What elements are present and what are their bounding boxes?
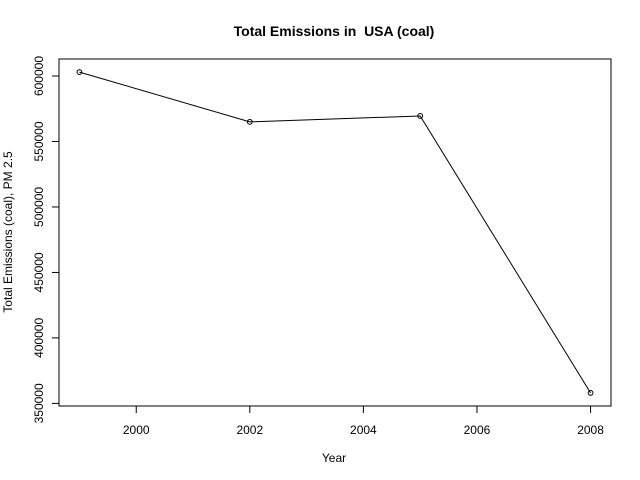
y-tick-label: 350000 [32,383,46,423]
x-tick-label: 2008 [577,423,604,437]
x-tick-label: 2004 [350,423,377,437]
data-point [587,390,594,396]
chart-title: Total Emissions in USA (coal) [234,23,435,39]
x-tick-label: 2006 [464,423,491,437]
data-points [76,69,594,396]
data-point [417,113,424,119]
data-point [246,118,253,125]
y-tick-label: 500000 [32,187,46,227]
y-tick-label: 550000 [32,121,46,161]
data-point [76,69,83,75]
y-axis: 350000 400000 450000 500000 550000 600000 [32,56,60,423]
x-axis-label: Year [322,451,346,465]
y-tick-label: 400000 [32,318,46,358]
x-tick-label: 2002 [236,423,263,437]
x-tick-label: 2000 [123,423,150,437]
y-axis-label: Total Emissions (coal), PM 2.5 [1,151,15,313]
x-axis: 2000 2002 2004 2006 2008 [123,405,604,437]
y-tick-label: 600000 [32,56,46,96]
plot-frame [58,58,612,407]
series-line [79,71,591,394]
y-tick-label: 450000 [32,252,46,292]
